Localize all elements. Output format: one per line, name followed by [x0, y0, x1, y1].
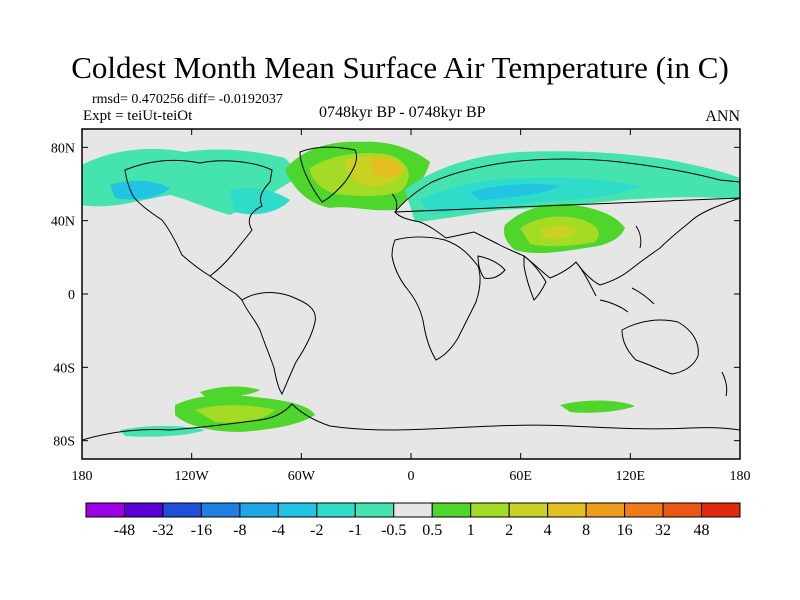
coast-africa	[391, 236, 481, 361]
chart-title: Coldest Month Mean Surface Air Temperatu…	[71, 50, 729, 85]
colorbar-label: 2	[505, 522, 513, 539]
colorbar-label: -8	[233, 522, 246, 539]
coast-australia	[621, 319, 699, 375]
colorbar-swatch	[162, 502, 202, 518]
coast-japan	[635, 225, 642, 249]
x-axis: 180 120W 60W 0 60E 120E 180	[72, 129, 751, 484]
coast-greenland	[299, 146, 358, 203]
coast-central-america	[209, 275, 243, 301]
colorbar-swatch	[123, 502, 164, 518]
anomaly-asia-warm-3	[540, 225, 578, 239]
colorbar-swatch	[508, 502, 549, 518]
coast-arabia	[477, 255, 506, 279]
y-axis: 80N 40N 0 40S 80S	[51, 141, 740, 450]
x-tick-label: 120W	[175, 469, 210, 484]
colorbar-swatch	[662, 502, 703, 518]
anomaly-na-cool-core	[110, 180, 170, 200]
colorbar-swatch	[316, 502, 356, 518]
experiment-label: Expt = teiUt-teiOt	[83, 108, 193, 124]
colorbar-swatch	[701, 502, 741, 518]
period-label: 0748kyr BP - 0748kyr BP	[319, 104, 486, 121]
coast-india	[523, 254, 547, 301]
colorbar-label: -0.5	[381, 522, 406, 539]
x-tick-label: 180	[730, 469, 751, 484]
y-tick-label: 80N	[51, 141, 75, 156]
y-tick-label: 80S	[53, 435, 75, 450]
coast-north-america	[124, 159, 273, 277]
colorbar: -48 -32 -16 -8 -4 -2 -1 -0.5 0.5 1 2 4 8 16 32 48	[85, 502, 741, 539]
colorbar-label: 32	[655, 522, 671, 539]
colorbar-label: -16	[191, 522, 212, 539]
coast-se-asia	[575, 261, 655, 313]
coast-antarctica	[82, 403, 740, 441]
season-label: ANN	[705, 108, 740, 125]
colorbar-swatch	[393, 502, 433, 518]
anomaly-eurasia-cool-2	[420, 177, 640, 214]
colorbar-swatch	[354, 502, 395, 518]
x-tick-label: 60W	[288, 469, 316, 484]
anomaly-so-east	[560, 400, 635, 413]
x-tick-label: 60E	[509, 469, 532, 484]
coast-south-america	[241, 292, 316, 396]
colorbar-swatch	[277, 502, 318, 518]
anomaly-so-warm	[200, 386, 260, 398]
colorbar-label: -2	[310, 522, 323, 539]
colorbar-label: 16	[617, 522, 633, 539]
y-tick-label: 40S	[53, 361, 75, 376]
y-tick-label: 0	[68, 288, 75, 303]
x-tick-label: 120E	[616, 469, 646, 484]
x-tick-label: 0	[408, 469, 415, 484]
coast-new-zealand	[721, 371, 728, 397]
colorbar-label: -48	[114, 522, 135, 539]
colorbar-swatch	[239, 502, 279, 518]
colorbar-label: -4	[272, 522, 285, 539]
anomaly-eurasia-cool-3	[470, 184, 560, 200]
colorbar-label: -32	[152, 522, 173, 539]
anomaly-field	[82, 141, 740, 437]
anomaly-canada-cool	[230, 188, 290, 215]
stats-text: rmsd= 0.470256 diff= -0.0192037	[92, 92, 283, 107]
colorbar-label: 1	[467, 522, 475, 539]
colorbar-swatch	[470, 502, 510, 518]
colorbar-swatch	[624, 502, 664, 518]
coast-british-isles	[391, 193, 398, 211]
coast-eurasia	[393, 158, 740, 286]
y-tick-label: 40N	[51, 215, 75, 230]
anomaly-greenland-warm-4	[370, 157, 405, 178]
colorbar-swatch	[431, 502, 472, 518]
coastlines	[82, 146, 740, 441]
colorbar-swatch	[85, 502, 125, 518]
colorbar-swatch	[585, 502, 626, 518]
colorbar-label: 48	[694, 522, 710, 539]
colorbar-swatch	[547, 502, 587, 518]
x-tick-label: 180	[72, 469, 93, 484]
colorbar-label: -1	[349, 522, 362, 539]
colorbar-label: 0.5	[422, 522, 442, 539]
anomaly-antarctic-warm-2	[195, 405, 275, 423]
colorbar-label: 8	[582, 522, 590, 539]
colorbar-swatch	[200, 502, 241, 518]
colorbar-label: 4	[544, 522, 552, 539]
